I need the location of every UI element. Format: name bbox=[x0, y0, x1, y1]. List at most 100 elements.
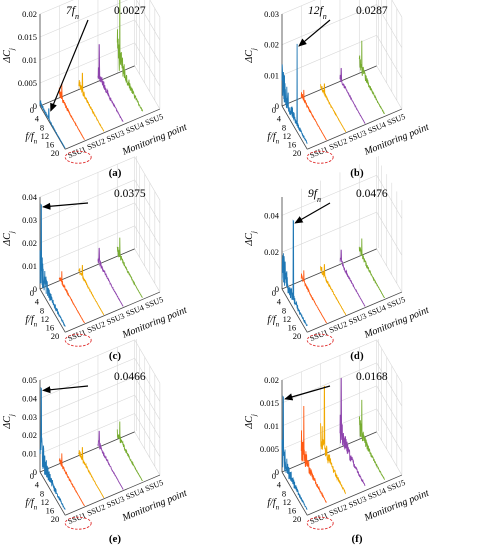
y-tick-label: 0.02 bbox=[264, 375, 279, 385]
x-tick-label: 4 bbox=[35, 114, 40, 124]
grid-lines bbox=[39, 339, 161, 476]
annotation-harmonic: 7fn bbox=[66, 5, 79, 21]
series-line-ssu3 bbox=[78, 446, 105, 499]
gridline bbox=[281, 339, 403, 384]
annotation-value: 0.0476 bbox=[356, 188, 388, 200]
z-back-line bbox=[281, 65, 377, 107]
x-tick-label: 20 bbox=[51, 331, 60, 341]
gridline bbox=[39, 202, 161, 247]
x-axis-line bbox=[281, 471, 308, 516]
y-tick-label: 0.015 bbox=[260, 398, 279, 408]
annotation-value: 0.0466 bbox=[114, 371, 146, 383]
series-line-ssu4 bbox=[339, 249, 366, 307]
annotation-arrow bbox=[284, 385, 331, 401]
highlight-ellipse bbox=[64, 333, 92, 347]
gridline bbox=[281, 65, 403, 110]
series-line-ssu4 bbox=[339, 67, 366, 124]
x-tick-label: 20 bbox=[293, 331, 302, 341]
x-tick-label: 0 bbox=[272, 105, 276, 115]
annotation-arrow bbox=[298, 19, 331, 47]
x-axis-line bbox=[39, 288, 66, 333]
panel-label: (b) bbox=[350, 167, 364, 179]
series-line-ssu3 bbox=[320, 385, 346, 495]
x-axis-label: f/fn bbox=[25, 497, 37, 511]
x-tick-label: 4 bbox=[35, 297, 40, 307]
annotation-harmonic: 12fn bbox=[308, 5, 327, 21]
series-line-ssu4 bbox=[97, 430, 124, 490]
y-tick-label: 0 bbox=[33, 284, 37, 294]
series-line-ssu5 bbox=[116, 421, 143, 482]
gridline bbox=[39, 248, 161, 293]
gridline bbox=[281, 34, 403, 79]
grid-lines bbox=[39, 156, 161, 293]
gridline bbox=[281, 248, 403, 293]
series-line-ssu1 bbox=[39, 203, 66, 327]
x-tick-label: 16 bbox=[288, 140, 297, 150]
series-line-ssu1 bbox=[281, 395, 308, 510]
x-tick-label: 0 bbox=[30, 471, 34, 481]
series-line-ssu5 bbox=[116, 237, 143, 299]
series-line-ssu2 bbox=[300, 89, 327, 141]
x-tick-label: 0 bbox=[272, 288, 276, 298]
y-axis-label: ΔCj bbox=[244, 48, 258, 64]
series-line-ssu2 bbox=[58, 83, 85, 141]
x-tick-label: 12 bbox=[41, 497, 50, 507]
series-line-ssu5 bbox=[358, 238, 385, 299]
x-axis-label: f/fn bbox=[267, 131, 279, 145]
x-tick-label: 4 bbox=[35, 480, 40, 490]
series-line-ssu2 bbox=[300, 405, 327, 503]
y-tick-label: 0.015 bbox=[18, 32, 37, 42]
x-tick-label: 0 bbox=[30, 288, 34, 298]
y-tick-label: 0.02 bbox=[22, 430, 37, 440]
y-tick-label: 0.04 bbox=[22, 192, 38, 202]
y-tick-label: 0.01 bbox=[22, 449, 37, 459]
panel-label: (f) bbox=[352, 533, 363, 545]
x-axis-line bbox=[39, 471, 66, 516]
x-tick-label: 8 bbox=[282, 122, 286, 132]
annotation-harmonic: 9fn bbox=[308, 188, 321, 204]
series-line-ssu5 bbox=[358, 40, 385, 115]
z-axis-line bbox=[307, 108, 403, 150]
x-tick-label: 8 bbox=[40, 122, 44, 132]
gridline bbox=[39, 394, 161, 439]
series-line-ssu2 bbox=[58, 453, 85, 507]
y-tick-label: 0.04 bbox=[264, 210, 280, 220]
x-tick-label: 12 bbox=[283, 497, 292, 507]
x-tick-label: 12 bbox=[283, 314, 292, 324]
panel-label: (a) bbox=[109, 167, 122, 179]
gridline bbox=[281, 0, 403, 18]
x-tick-label: 8 bbox=[282, 305, 286, 315]
x-axis-label: f/fn bbox=[25, 131, 37, 145]
z-axis-line bbox=[307, 291, 403, 333]
series-line-ssu3 bbox=[320, 263, 347, 316]
x-tick-label: 16 bbox=[288, 506, 297, 516]
z-axis-line bbox=[307, 474, 403, 516]
y-tick-label: 0.01 bbox=[22, 55, 37, 65]
y-tick-label: 0.02 bbox=[22, 9, 37, 19]
y-tick-label: 0 bbox=[275, 284, 279, 294]
gridline bbox=[39, 431, 161, 476]
x-tick-label: 20 bbox=[293, 514, 302, 524]
highlight-ellipse bbox=[306, 150, 334, 164]
z-back-line bbox=[39, 65, 135, 107]
z-back-line bbox=[281, 431, 377, 473]
y-tick-label: 0.03 bbox=[264, 9, 279, 19]
x-tick-label: 4 bbox=[277, 297, 282, 307]
annotation-arrow bbox=[294, 202, 331, 224]
series-line-ssu5 bbox=[116, 0, 143, 112]
x-axis-label: f/fn bbox=[267, 497, 279, 511]
x-tick-label: 16 bbox=[46, 323, 55, 333]
y-tick-label: 0.01 bbox=[264, 70, 279, 80]
series-line-ssu3 bbox=[78, 72, 105, 132]
y-tick-label: 0 bbox=[275, 101, 279, 111]
highlight-ellipse bbox=[306, 516, 334, 530]
gridline bbox=[39, 339, 161, 384]
annotation-value: 0.0027 bbox=[114, 5, 146, 17]
panel-label: (d) bbox=[350, 350, 364, 362]
series-line-ssu2 bbox=[300, 270, 327, 324]
x-axis-label: f/fn bbox=[267, 314, 279, 328]
